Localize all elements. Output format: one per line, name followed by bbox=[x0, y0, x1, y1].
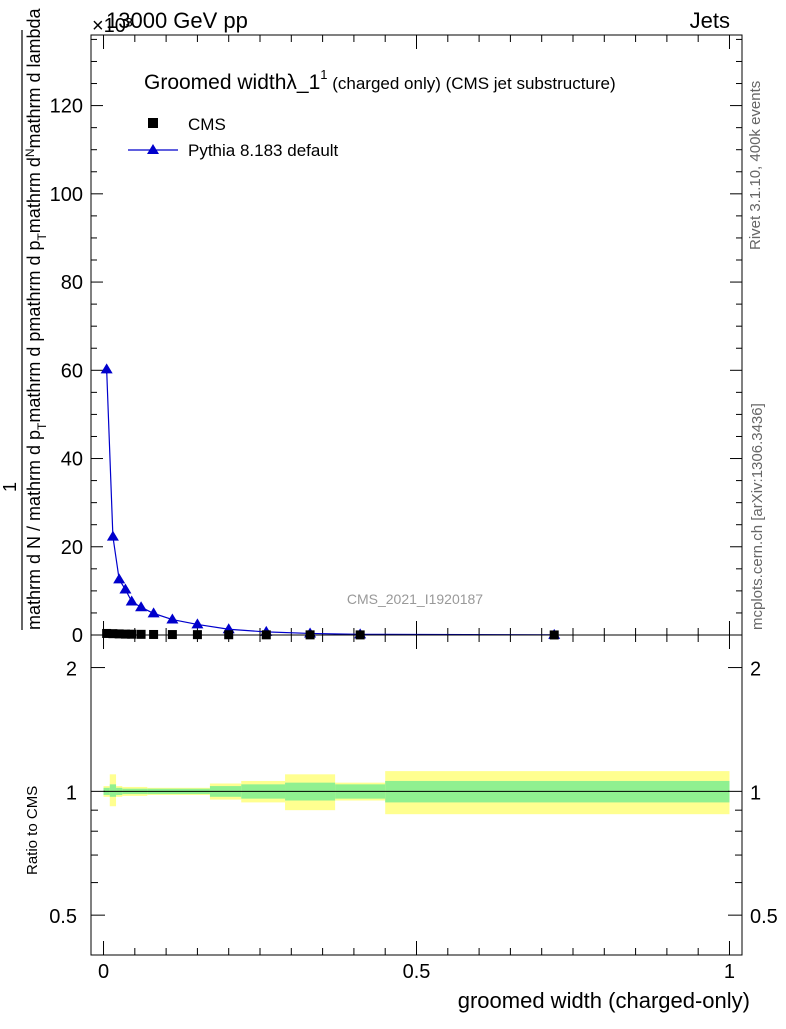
data-point bbox=[114, 629, 124, 639]
ratio-ticks bbox=[91, 635, 742, 956]
y-tick-label: 100 bbox=[50, 184, 83, 206]
stat-uncertainty-band bbox=[109, 784, 117, 797]
data-point bbox=[108, 629, 118, 639]
main-ticks bbox=[91, 35, 742, 636]
x-tick-label: 0.5 bbox=[403, 961, 431, 983]
source-label: mcplots.cern.ch [arXiv:1306.3436] bbox=[749, 403, 766, 630]
ylabel-denominator: mathrm d N / mathrm d pTmathrm d pmathrm… bbox=[23, 7, 49, 630]
title-rest: (charged only) (CMS jet substructure) bbox=[328, 74, 616, 93]
main-panel: 0 20 40 60 80 100 120 CMS_2021_I1920187 Groome… bbox=[0, 7, 743, 647]
chart-title: Groomed widthλ_11 (charged only) (CMS je… bbox=[144, 67, 616, 94]
ratio-bands bbox=[103, 771, 730, 815]
title-sup: 1 bbox=[320, 67, 327, 82]
y-tick-label: 80 bbox=[61, 272, 83, 294]
mc-point bbox=[100, 363, 113, 374]
ratio-y-tick-label: 1 bbox=[66, 782, 77, 804]
data-point bbox=[149, 629, 159, 639]
ratio-xtick-labels: 0 0.5 1 bbox=[98, 961, 735, 983]
y-tick-label: 20 bbox=[61, 537, 83, 559]
mc-point bbox=[106, 530, 119, 541]
legend-pythia-marker bbox=[147, 144, 159, 154]
title-main: Groomed width bbox=[144, 71, 286, 94]
ratio-panel: 0.5 0.51 12 2 0 0.5 1 Ratio to CMS groomed wi… bbox=[24, 634, 778, 1013]
ratio-y-tick-label: 1 bbox=[750, 782, 761, 804]
y-tick-label: 40 bbox=[61, 449, 83, 471]
process-label: Jets bbox=[690, 8, 730, 33]
watermark: CMS_2021_I1920187 bbox=[347, 591, 483, 607]
mc-line bbox=[106, 369, 555, 636]
data-point bbox=[120, 629, 130, 639]
title-math: λ_1 bbox=[286, 71, 320, 94]
legend: CMS Pythia 8.183 default bbox=[128, 115, 339, 160]
main-ylabel: mathrm d N / mathrm d pTmathrm d pmathrm… bbox=[0, 7, 49, 630]
legend-cms-marker bbox=[148, 118, 158, 128]
ratio-y-tick-label: 2 bbox=[750, 659, 761, 681]
ratio-y-tick-label: 0.5 bbox=[49, 906, 77, 928]
main-series bbox=[100, 363, 561, 640]
rivet-label: Rivet 3.1.10, 400k events bbox=[747, 81, 764, 250]
mc-point bbox=[191, 618, 204, 629]
mc-point bbox=[147, 607, 160, 618]
legend-pythia-label: Pythia 8.183 default bbox=[188, 141, 339, 160]
mc-point bbox=[125, 595, 138, 606]
ratio-ytick-labels: 0.5 0.5 1 1 2 2 bbox=[49, 659, 778, 929]
mc-point bbox=[166, 613, 179, 624]
exponent-label: ×10³ bbox=[92, 15, 133, 37]
energy-label: 13000 GeV pp bbox=[106, 8, 248, 33]
data-point bbox=[136, 629, 146, 639]
y-tick-label: 60 bbox=[61, 360, 83, 382]
main-ytick-labels: 0 20 40 60 80 100 120 bbox=[50, 96, 83, 647]
mc-point bbox=[113, 573, 126, 584]
ratio-y-tick-label: 0.5 bbox=[750, 906, 778, 928]
y-tick-label: 0 bbox=[72, 625, 83, 647]
y-tick-label: 120 bbox=[50, 96, 83, 118]
mc-point bbox=[135, 601, 148, 612]
x-tick-label: 0 bbox=[98, 961, 109, 983]
legend-cms-label: CMS bbox=[188, 115, 226, 134]
data-point bbox=[127, 629, 137, 639]
data-point bbox=[102, 628, 112, 638]
ratio-y-tick-label: 2 bbox=[66, 659, 77, 681]
ylabel-one: 1 bbox=[0, 482, 20, 492]
ratio-ylabel: Ratio to CMS bbox=[24, 786, 41, 875]
x-tick-label: 1 bbox=[724, 961, 735, 983]
x-axis-label: groomed width (charged-only) bbox=[458, 988, 750, 1013]
mc-point bbox=[119, 583, 132, 594]
